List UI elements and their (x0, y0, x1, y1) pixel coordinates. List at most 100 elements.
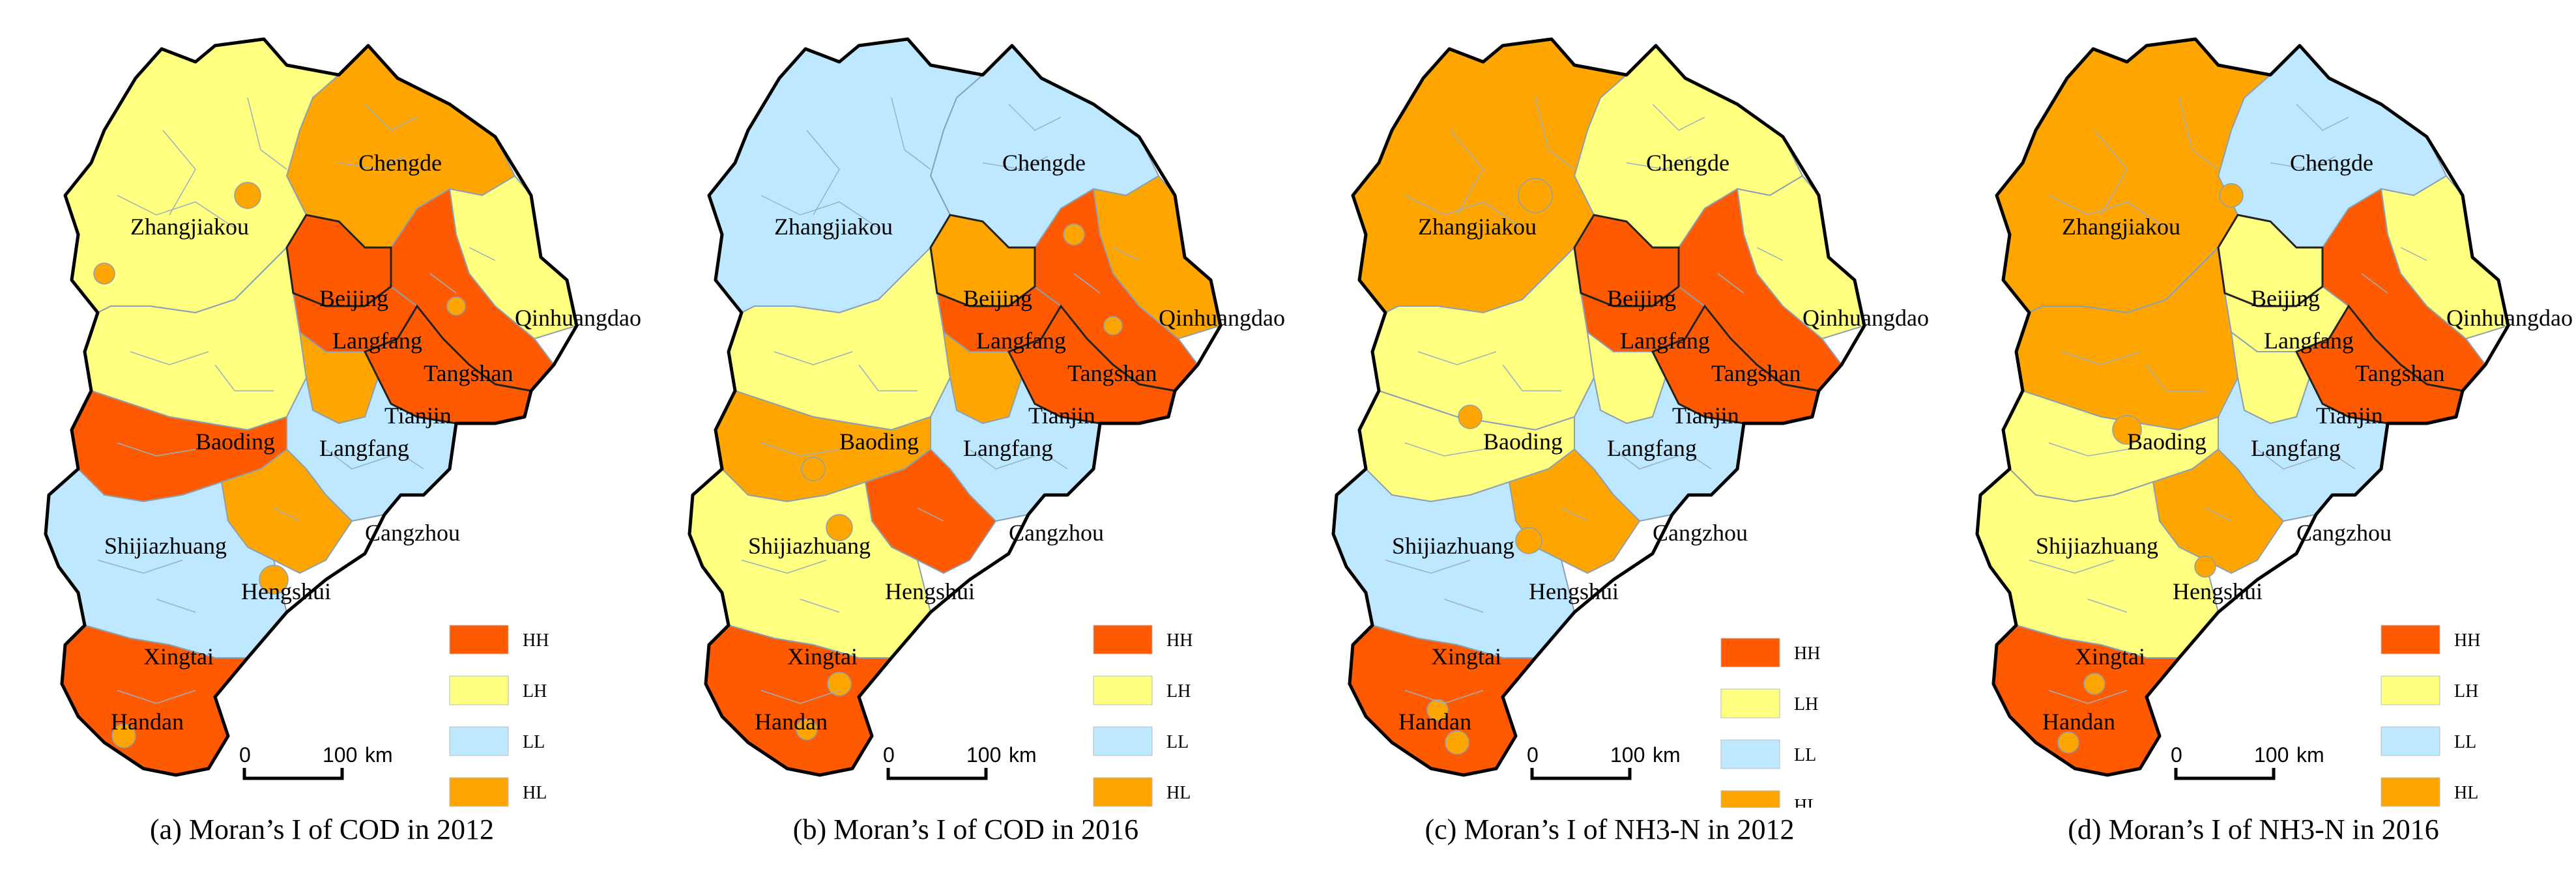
scale-unit: km (1653, 743, 1681, 767)
city-label-zhangjiakou: Zhangjiakou (2062, 214, 2180, 240)
cluster-patch-2 (93, 262, 115, 285)
legend-label-ll: LL (523, 732, 545, 752)
province-outline (687, 37, 1223, 777)
district-line-7 (2048, 442, 2128, 457)
map-panel-nh3n-2016: Chengde Zhangjiakou Beijing Langfang Tangsha… (1932, 0, 2575, 891)
city-labels: ChengdeZhangjiakouBeijingLangfangTangsha… (748, 150, 1285, 735)
local-cluster-patches (796, 223, 1123, 741)
cluster-patch-1 (446, 296, 466, 316)
legend-label-hl: HL (523, 783, 547, 803)
legend-swatch-lh (449, 675, 509, 705)
scale-unit: km (2296, 743, 2324, 767)
scale-bar: 0 100 km (883, 743, 1037, 780)
city-labels: ChengdeZhangjiakouBeijingLangfangTangsha… (2036, 150, 2573, 735)
district-line-13 (2048, 690, 2128, 704)
city-label-zhangjiakou: Zhangjiakou (1418, 214, 1537, 240)
scale-bar-line (242, 768, 344, 780)
scale-start: 0 (239, 743, 251, 767)
district-line-1 (982, 156, 1049, 170)
city-label-shijiazhuang: Shijiazhuang (748, 533, 871, 559)
scale-start: 0 (883, 743, 895, 767)
cluster-patch-0 (1518, 178, 1553, 213)
scale-end: 100 (966, 743, 1001, 767)
city-label-beijing: Beijing (319, 285, 388, 311)
district-boundaries (97, 97, 496, 704)
district-line-0 (1652, 104, 1705, 131)
city-label-langfang: Langfang (332, 328, 422, 354)
district-line-13 (1404, 690, 1484, 704)
city-label-xingtai: Xingtai (143, 644, 214, 670)
district-line-6 (2146, 364, 2205, 391)
city-label-tianjin: Tianjin (1672, 403, 1739, 429)
cluster-patch-4 (111, 724, 136, 748)
district-line-2 (162, 130, 196, 216)
city-label-handan: Handan (755, 709, 828, 735)
cluster-patch-1 (1103, 316, 1123, 335)
district-line-7 (117, 442, 196, 457)
district-line-10 (2205, 507, 2232, 522)
map-regions (44, 38, 578, 776)
scale-unit: km (365, 743, 393, 767)
legend-swatch-ll (1093, 726, 1153, 756)
district-line-15 (1073, 273, 1101, 294)
map-panel-nh3n-2012: Chengde Zhangjiakou Beijing Langfang Tangsha… (1288, 0, 1932, 891)
map-nh3n-2016: ChengdeZhangjiakouBeijingLangfangTangsha… (1975, 37, 2573, 807)
district-line-0 (364, 104, 418, 131)
scale-end: 100 (1610, 743, 1645, 767)
district-line-14 (469, 247, 496, 261)
map-regions (1976, 38, 2510, 776)
district-line-3 (2048, 195, 2167, 229)
city-label-tianjin: Tianjin (1028, 403, 1095, 429)
district-line-1 (338, 156, 405, 170)
district-line-8 (969, 449, 1035, 470)
map-regions (688, 38, 1222, 776)
local-cluster-patches (93, 182, 466, 748)
legend-swatch-lh (1720, 688, 1780, 718)
cluster-patch-2 (801, 457, 826, 481)
legend: HH LH LL HL (449, 625, 549, 807)
district-line-5 (774, 351, 853, 365)
local-cluster-patches (1426, 178, 1553, 755)
city-label-hengshui: Hengshui (241, 578, 331, 604)
district-line-3 (1404, 195, 1523, 229)
map-panel-cod-2012: Chengde Zhangjiakou Beijing Langfang Tangsha… (0, 0, 644, 891)
city-label-qinhuangdao: Qinhuangdao (515, 305, 641, 331)
city-label-cangzhou: Cangzhou (365, 520, 460, 546)
city-label-cangzhou: Cangzhou (2296, 520, 2392, 546)
legend-label-hh: HH (1166, 630, 1193, 651)
cluster-patch-2 (2194, 556, 2216, 578)
city-label-tangshan: Tangshan (1711, 360, 1801, 386)
beijing-boundary (929, 214, 1036, 307)
city-label-handan: Handan (111, 709, 184, 735)
district-line-0 (2296, 104, 2349, 131)
district-line-5 (130, 351, 209, 365)
district-line-11 (1385, 559, 1471, 574)
city-label-baoding: Baoding (839, 429, 919, 455)
district-line-6 (1502, 364, 1561, 391)
province-outline (1975, 37, 2510, 777)
district-line-2 (1450, 130, 1484, 216)
city-label-tianjin: Tianjin (384, 403, 452, 429)
cluster-patch-4 (1445, 730, 1469, 755)
district-line-13 (760, 690, 840, 704)
legend-swatch-ll (2381, 726, 2440, 756)
legend-swatch-hl (1093, 777, 1153, 807)
district-line-5 (1417, 351, 1497, 365)
district-line-8 (325, 449, 392, 470)
district-boundaries (1385, 97, 1784, 704)
district-boundaries (2029, 97, 2427, 704)
scale-bar: 0 100 km (2171, 743, 2324, 780)
district-line-8 (2257, 449, 2323, 470)
legend: HH LH LL HL (1093, 625, 1193, 807)
city-label-langfang: Langfang (976, 328, 1066, 354)
legend-label-hl: HL (1166, 783, 1191, 803)
district-line-1 (1626, 156, 1692, 170)
city-label-xingtai: Xingtai (787, 644, 858, 670)
legend-label-hl: HL (2454, 783, 2478, 803)
province-outline (1331, 37, 1866, 777)
district-line-12 (800, 599, 840, 613)
legend-label-lh: LH (2454, 681, 2478, 701)
legend-swatch-hh (1720, 638, 1780, 668)
city-label-langfang2: Langfang (963, 435, 1053, 461)
district-line-6 (858, 364, 918, 391)
